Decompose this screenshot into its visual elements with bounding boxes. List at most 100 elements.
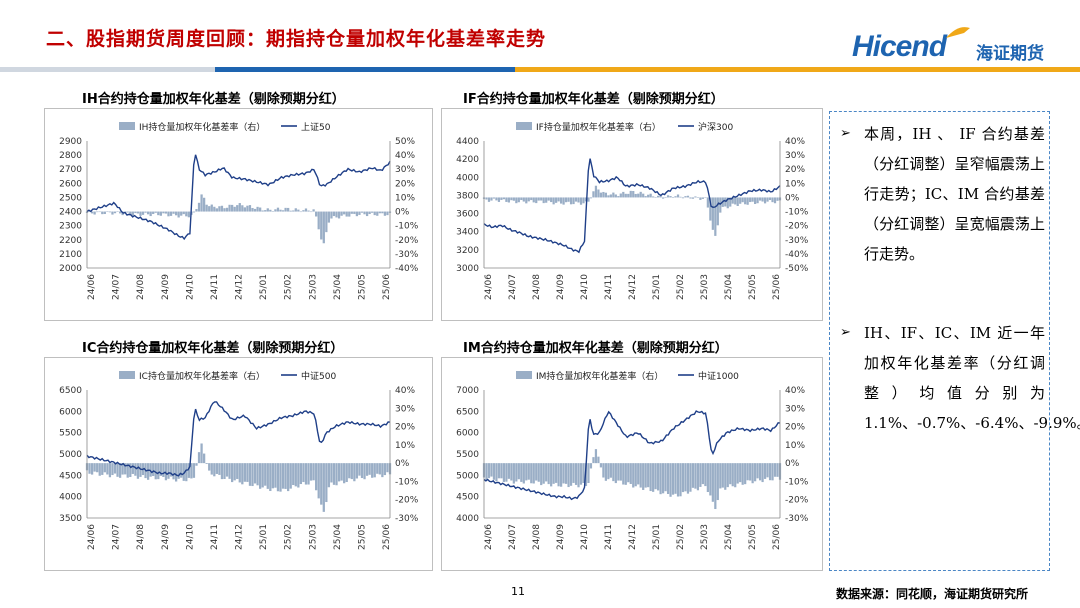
basis-rate-bar bbox=[507, 197, 510, 203]
y-left-tick-label: 6000 bbox=[59, 407, 82, 417]
basis-rate-bar bbox=[517, 463, 520, 480]
basis-rate-bar bbox=[582, 197, 585, 204]
basis-rate-bar bbox=[624, 193, 627, 198]
basis-rate-bar bbox=[492, 197, 496, 199]
basis-rate-bar bbox=[139, 463, 142, 477]
basis-rate-bar bbox=[657, 195, 660, 198]
basis-rate-bar bbox=[592, 457, 595, 464]
basis-rate-bar bbox=[699, 197, 702, 200]
basis-rate-bar bbox=[637, 193, 640, 198]
legend-line-label: 中证1000 bbox=[698, 370, 739, 382]
basis-rate-bar bbox=[353, 463, 356, 482]
basis-rate-bar bbox=[281, 210, 285, 212]
basis-rate-bar bbox=[597, 456, 600, 464]
basis-rate-bar bbox=[726, 463, 729, 488]
basis-rate-bar bbox=[139, 211, 142, 216]
basis-rate-bar bbox=[587, 463, 590, 483]
basis-rate-bar bbox=[657, 463, 660, 491]
basis-rate-bar bbox=[253, 208, 257, 212]
basis-rate-bar bbox=[754, 197, 757, 205]
basis-rate-bar bbox=[335, 211, 338, 218]
y-left-tick-label: 2200 bbox=[59, 236, 82, 246]
basis-rate-bar bbox=[271, 211, 275, 212]
basis-rate-bar bbox=[711, 463, 714, 502]
basis-rate-bar bbox=[592, 191, 595, 198]
basis-rate-bar bbox=[500, 463, 503, 479]
page-title: 二、股指期货周度回顾：期指持仓量加权年化基差率走势 bbox=[46, 28, 547, 50]
basis-rate-bar bbox=[152, 463, 155, 477]
x-tick-label: 24/06 bbox=[87, 274, 97, 300]
basis-rate-bar bbox=[497, 463, 501, 479]
basis-rate-bar bbox=[129, 211, 132, 216]
basis-rate-bar bbox=[185, 463, 188, 482]
basis-rate-bar bbox=[520, 197, 523, 201]
basis-rate-bar bbox=[607, 463, 610, 480]
basis-rate-bar bbox=[642, 463, 645, 490]
basis-rate-bar bbox=[617, 463, 620, 481]
basis-rate-bar bbox=[719, 463, 722, 489]
y-left-tick-label: 2400 bbox=[59, 208, 82, 218]
x-tick-label: 25/05 bbox=[357, 524, 367, 550]
x-tick-label: 24/09 bbox=[161, 524, 171, 550]
basis-rate-bar bbox=[218, 206, 221, 212]
basis-rate-bar bbox=[348, 463, 351, 479]
basis-rate-bar bbox=[622, 191, 625, 198]
basis-rate-bar bbox=[325, 211, 328, 233]
basis-rate-bar bbox=[647, 463, 650, 488]
header-rule-gray bbox=[0, 67, 215, 72]
basis-rate-bar bbox=[164, 211, 168, 214]
basis-rate-bar bbox=[492, 463, 496, 480]
basis-rate-bar bbox=[525, 463, 528, 481]
basis-rate-bar bbox=[246, 205, 249, 212]
chart-ih-title: IH合约持仓量加权年化基差（剔除预期分红） bbox=[82, 92, 345, 107]
basis-rate-bar bbox=[671, 197, 675, 199]
basis-rate-bar bbox=[238, 463, 241, 483]
y-left-tick-label: 2600 bbox=[59, 179, 82, 189]
x-tick-label: 25/01 bbox=[652, 274, 662, 300]
basis-rate-bar bbox=[654, 463, 657, 490]
basis-rate-bar bbox=[679, 463, 682, 497]
basis-rate-bar bbox=[131, 463, 134, 474]
basis-rate-bar bbox=[266, 208, 269, 212]
basis-rate-bar bbox=[162, 211, 165, 214]
x-tick-label: 24/11 bbox=[210, 524, 220, 550]
basis-rate-bar bbox=[505, 463, 508, 482]
basis-rate-bar bbox=[666, 463, 670, 494]
basis-rate-bar bbox=[532, 197, 535, 203]
basis-rate-bar bbox=[530, 197, 533, 201]
basis-rate-bar bbox=[223, 208, 226, 212]
basis-rate-bar bbox=[309, 463, 313, 481]
basis-rate-bar bbox=[248, 205, 252, 212]
basis-rate-bar bbox=[111, 211, 114, 215]
basis-rate-bar bbox=[744, 197, 747, 205]
y-right-tick-label: -50% bbox=[785, 264, 809, 274]
basis-rate-bar bbox=[510, 197, 513, 201]
basis-rate-bar bbox=[701, 463, 705, 485]
basis-rate-bar bbox=[766, 463, 769, 478]
x-tick-label: 24/12 bbox=[235, 274, 245, 300]
basis-rate-bar bbox=[609, 194, 612, 198]
header-rule-blue bbox=[215, 67, 515, 72]
x-tick-label: 25/03 bbox=[700, 274, 710, 300]
basis-rate-bar bbox=[327, 211, 331, 223]
basis-rate-bar bbox=[233, 463, 236, 481]
x-tick-label: 25/03 bbox=[700, 524, 710, 550]
basis-rate-bar bbox=[292, 210, 295, 212]
basis-rate-bar bbox=[312, 209, 315, 212]
basis-rate-bar bbox=[276, 463, 280, 492]
logo-text-cn: 海证期货 bbox=[976, 44, 1044, 64]
y-left-tick-label: 3200 bbox=[456, 246, 479, 256]
basis-rate-bar bbox=[228, 463, 231, 479]
legend-bar-swatch bbox=[516, 122, 532, 130]
y-right-tick-label: 0% bbox=[395, 208, 410, 218]
basis-rate-bar bbox=[220, 205, 224, 212]
basis-rate-bar bbox=[530, 463, 533, 484]
basis-rate-bar bbox=[383, 211, 387, 216]
basis-rate-bar bbox=[706, 197, 709, 208]
basis-rate-bar bbox=[274, 463, 277, 488]
y-left-tick-label: 4000 bbox=[456, 514, 479, 524]
basis-rate-bar bbox=[681, 197, 685, 199]
basis-rate-bar bbox=[557, 463, 560, 487]
basis-rate-bar bbox=[292, 463, 295, 486]
basis-rate-bar bbox=[317, 463, 320, 499]
